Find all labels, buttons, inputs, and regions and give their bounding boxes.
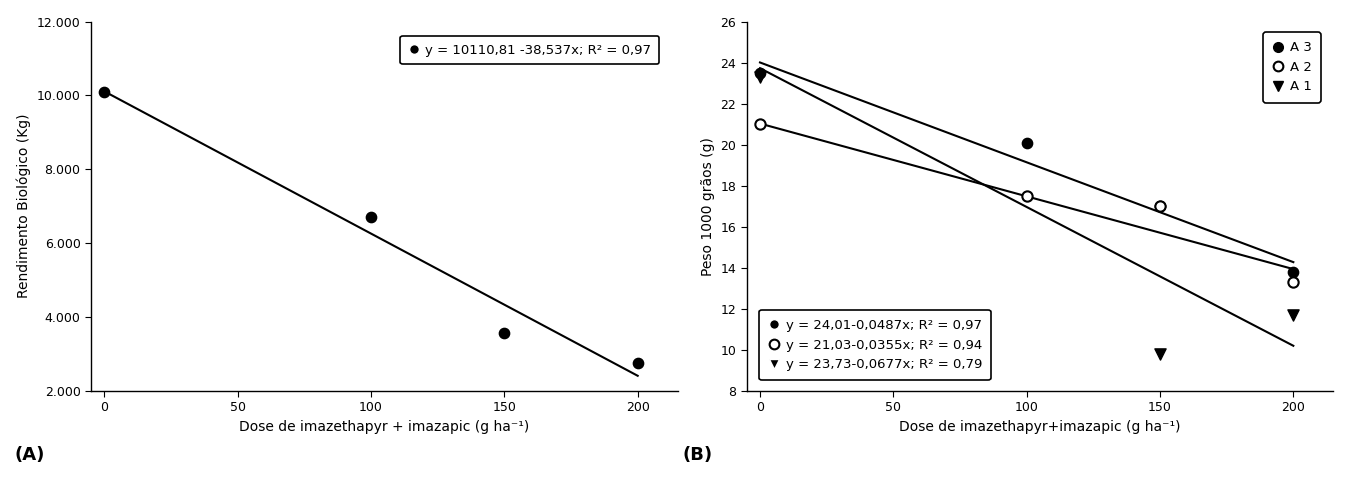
Point [1282,268,1304,276]
Legend: y = 24,01-0,0487x; R² = 0,97, y = 21,03-0,0355x; R² = 0,94, y = 23,73-0,0677x; R: y = 24,01-0,0487x; R² = 0,97, y = 21,03-… [759,309,991,380]
Point [749,120,771,128]
Y-axis label: Peso 1000 grãos (g): Peso 1000 grãos (g) [701,137,714,276]
Y-axis label: Rendimento Biológico (Kg): Rendimento Biológico (Kg) [16,114,31,299]
Legend: y = 10110,81 -38,537x; R² = 0,97: y = 10110,81 -38,537x; R² = 0,97 [401,35,659,64]
X-axis label: Dose de imazethapyr+imazapic (g ha⁻¹): Dose de imazethapyr+imazapic (g ha⁻¹) [899,420,1181,433]
Point [1015,192,1037,200]
Point [749,69,771,77]
Point [1149,350,1170,358]
X-axis label: Dose de imazethapyr + imazapic (g ha⁻¹): Dose de imazethapyr + imazapic (g ha⁻¹) [239,420,529,433]
Text: (A): (A) [15,446,45,464]
Point [1282,311,1304,319]
Point [494,330,516,338]
Point [1149,202,1170,210]
Point [749,73,771,81]
Point [93,88,115,96]
Text: (B): (B) [682,446,713,464]
Point [1282,278,1304,286]
Point [360,214,382,221]
Point [626,359,648,367]
Point [1149,202,1170,210]
Point [1015,139,1037,147]
